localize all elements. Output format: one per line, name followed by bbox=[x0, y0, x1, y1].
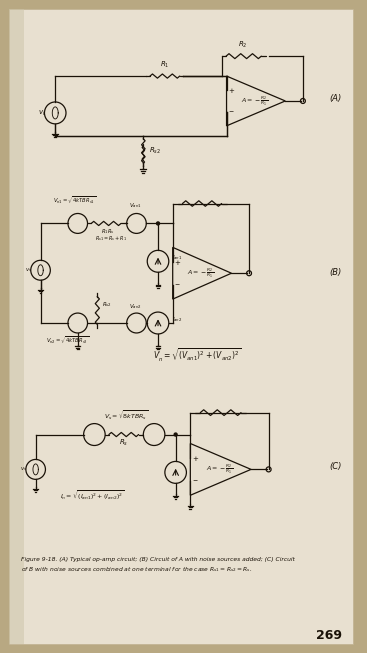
Text: $A=-\frac{R_2}{R_1}$: $A=-\frac{R_2}{R_1}$ bbox=[206, 463, 233, 476]
Text: $R_1$: $R_1$ bbox=[160, 60, 170, 71]
Text: +: + bbox=[192, 456, 198, 462]
Text: (B): (B) bbox=[330, 268, 342, 278]
Circle shape bbox=[174, 433, 177, 436]
Text: $v_i$: $v_i$ bbox=[38, 108, 45, 118]
Text: $R_s$: $R_s$ bbox=[119, 438, 128, 448]
Text: $A=-\frac{R_2}{R_1}$: $A=-\frac{R_2}{R_1}$ bbox=[188, 266, 214, 280]
Text: of B with noise sources combined at one terminal for the case $R_{s1} = R_{s2} =: of B with noise sources combined at one … bbox=[21, 565, 252, 574]
Text: $V_{an2}$: $V_{an2}$ bbox=[129, 302, 141, 311]
Text: (A): (A) bbox=[330, 94, 342, 103]
Text: 269: 269 bbox=[316, 629, 342, 642]
Text: $R_{s1}=R_s+R_1$: $R_{s1}=R_s+R_1$ bbox=[95, 234, 127, 244]
Text: $R_{s2}$: $R_{s2}$ bbox=[102, 300, 112, 309]
Text: $V_{an1}$: $V_{an1}$ bbox=[129, 202, 141, 210]
Text: $R_{s2}$: $R_{s2}$ bbox=[149, 146, 161, 156]
Text: $-$: $-$ bbox=[174, 281, 181, 286]
Text: +: + bbox=[229, 88, 235, 94]
Text: $I_{an1}$: $I_{an1}$ bbox=[172, 253, 182, 263]
FancyBboxPatch shape bbox=[9, 9, 24, 644]
Text: Figure 9-18. (A) Typical op-amp circuit; (B) Circuit of A with noise sources add: Figure 9-18. (A) Typical op-amp circuit;… bbox=[21, 557, 295, 562]
Text: $V_s = \sqrt{8kTBR_s}$: $V_s = \sqrt{8kTBR_s}$ bbox=[104, 408, 148, 421]
Text: $v_s$: $v_s$ bbox=[25, 266, 32, 274]
FancyBboxPatch shape bbox=[9, 9, 353, 644]
Text: $V_n^{'} = \sqrt{(V_{an1})^2 + (V_{an2})^2}$: $V_n^{'} = \sqrt{(V_{an1})^2 + (V_{an2})… bbox=[153, 347, 241, 364]
Text: $I_n = \sqrt{(I_{an1})^2 + (I_{an2})^2}$: $I_n = \sqrt{(I_{an1})^2 + (I_{an2})^2}$ bbox=[60, 489, 124, 502]
Text: $R_1 R_s$: $R_1 R_s$ bbox=[101, 227, 114, 236]
Text: $v_s$: $v_s$ bbox=[20, 466, 28, 473]
Text: $I_{an2}$: $I_{an2}$ bbox=[172, 315, 182, 324]
Text: $A=-\frac{R_2}{R_1}$: $A=-\frac{R_2}{R_1}$ bbox=[241, 94, 268, 108]
Text: $V_{n1}=\sqrt{4kTBR_{s1}}$: $V_{n1}=\sqrt{4kTBR_{s1}}$ bbox=[53, 196, 97, 206]
Text: +: + bbox=[175, 260, 181, 266]
Text: $R_2$: $R_2$ bbox=[239, 40, 248, 50]
Text: $V_{n2}=\sqrt{4kTBR_{s2}}$: $V_{n2}=\sqrt{4kTBR_{s2}}$ bbox=[46, 336, 90, 346]
Text: (C): (C) bbox=[330, 462, 342, 471]
Text: $-$: $-$ bbox=[192, 477, 199, 483]
Circle shape bbox=[157, 222, 160, 225]
Text: $-$: $-$ bbox=[228, 108, 235, 114]
